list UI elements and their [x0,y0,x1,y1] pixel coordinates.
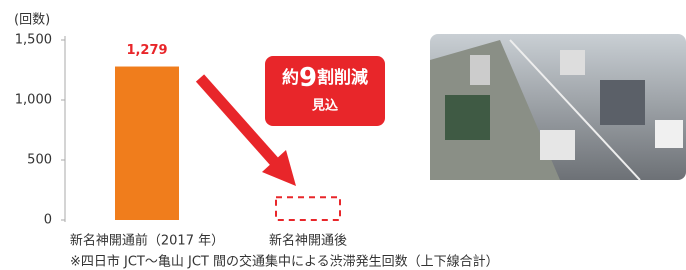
x-tick-label: 新名神開通前（2017 年） [70,233,224,249]
annotation-box [265,56,385,126]
annotation-part: 見込 [311,98,339,114]
x-tick-label: 新名神開通後 [269,233,347,249]
bar [115,67,179,220]
chart: (回数) ※四日市 JCT～亀山 JCT 間の交通集中による渋滞発生回数（上下線… [0,0,686,270]
annotation-part: 9 [299,63,317,93]
projected-bar [276,197,340,220]
footnote: ※四日市 JCT～亀山 JCT 間の交通集中による渋滞発生回数（上下線合計） [70,254,499,270]
y-tick-label: 1,000 [15,93,52,108]
y-tick-label: 500 [27,153,52,168]
annotation-part: 割削減 [317,67,368,88]
annotation-part: 約 [282,67,299,88]
photo [430,34,686,180]
y-axis-label: (回数) [14,13,50,28]
y-tick-label: 0 [44,213,52,228]
y-tick-label: 1,500 [15,33,52,48]
value-label: 1,279 [126,43,167,58]
